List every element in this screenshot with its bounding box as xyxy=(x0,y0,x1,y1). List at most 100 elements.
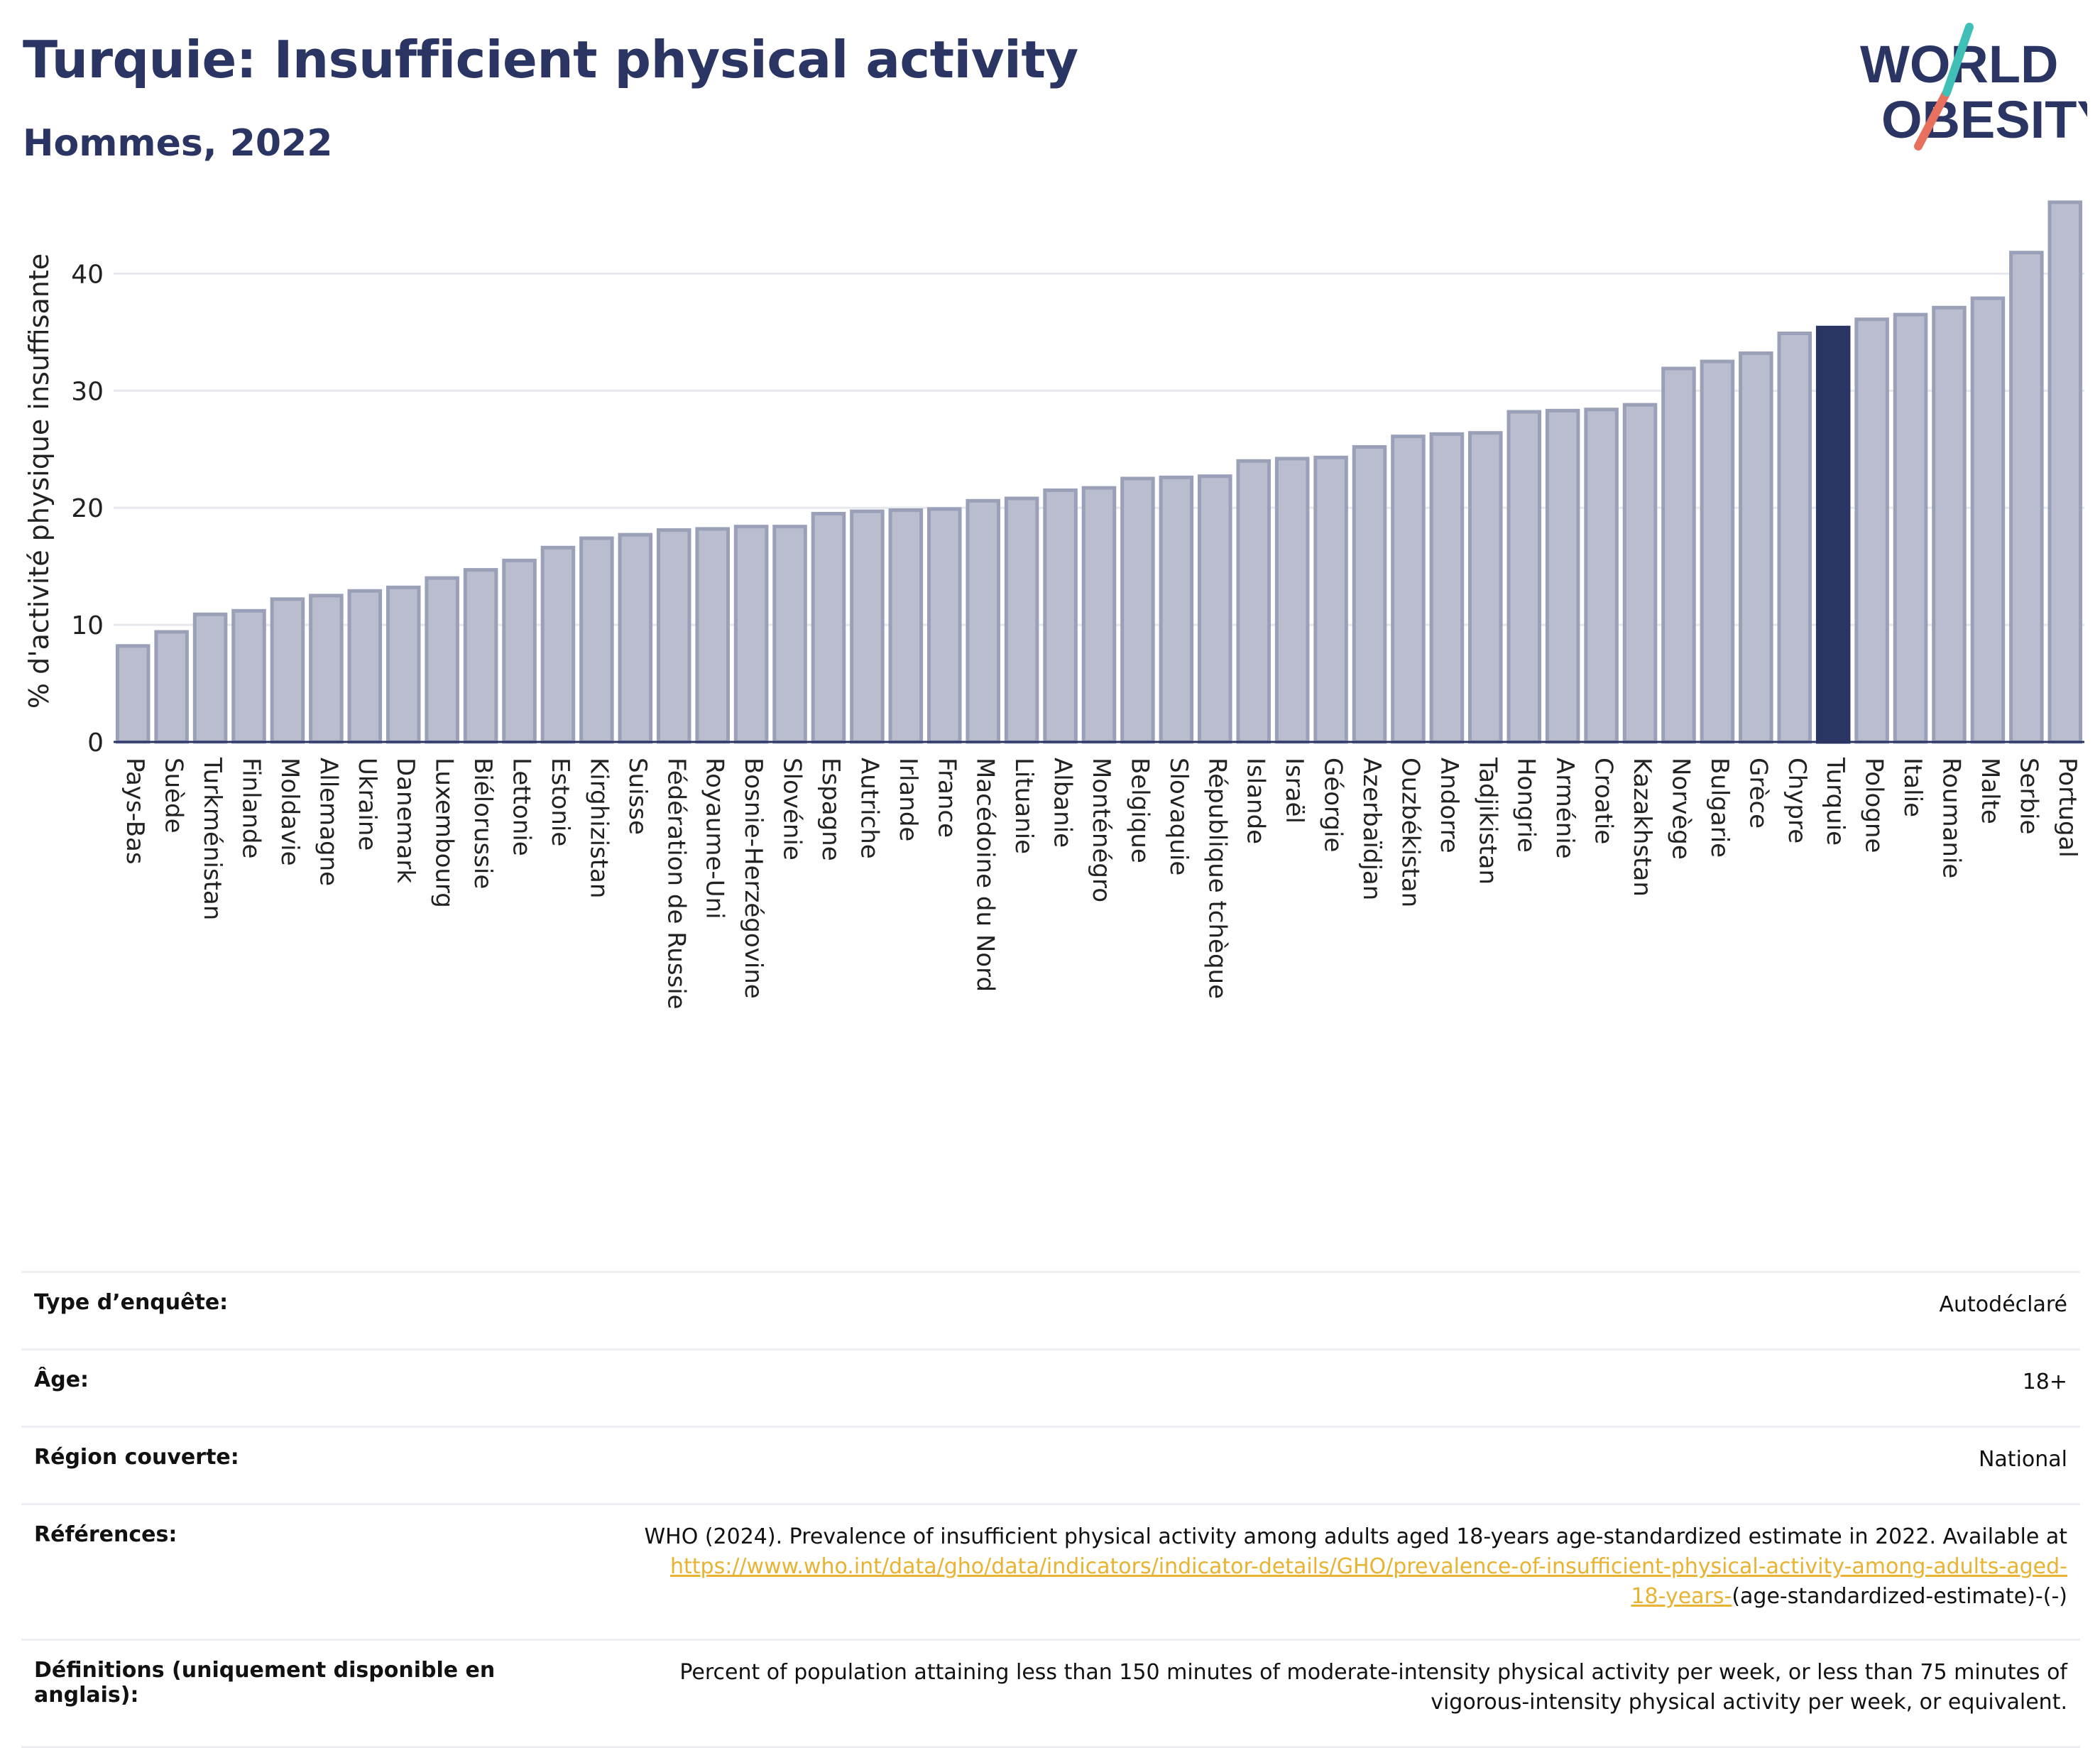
x-tick-label: Suisse xyxy=(623,758,652,835)
x-tick-label: Slovénie xyxy=(778,758,806,861)
bar xyxy=(1661,366,1696,744)
x-tick-label: Fédération de Russie xyxy=(662,758,690,1010)
bar-highlight xyxy=(1815,325,1851,744)
y-axis-ticks: 0 10 20 30 40 xyxy=(71,260,104,758)
x-tick-label: Belgique xyxy=(1125,758,1154,863)
x-tick-label: Islande xyxy=(1242,758,1270,844)
x-tick-label: Albanie xyxy=(1049,758,1077,848)
x-tick-label: Espagne xyxy=(816,758,845,861)
x-tick-label: France xyxy=(932,758,961,838)
x-tick-label: Autriche xyxy=(855,758,883,859)
bar xyxy=(1854,317,1889,744)
x-tick-label: Finlande xyxy=(237,758,266,858)
x-tick-label: Macédoine du Nord xyxy=(971,758,1000,992)
bar xyxy=(1236,459,1271,744)
bar xyxy=(309,594,344,744)
x-tick-label: Lettonie xyxy=(508,758,536,856)
y-tick-label: 10 xyxy=(71,611,104,640)
bar xyxy=(1352,444,1387,744)
references-text: WHO (2024). Prevalence of insufficient p… xyxy=(644,1524,2067,1549)
x-tick-label: Ouzbékistan xyxy=(1396,758,1424,907)
bar xyxy=(1391,435,1426,744)
bar xyxy=(1159,475,1194,744)
bar xyxy=(425,576,459,744)
bar xyxy=(540,545,576,744)
x-tick-label: Monténégro xyxy=(1087,758,1115,902)
bar xyxy=(695,527,730,744)
bar xyxy=(192,612,228,744)
x-tick-label: Azerbaïdjan xyxy=(1357,758,1386,900)
x-tick-label: Kazakhstan xyxy=(1628,758,1656,897)
bar xyxy=(1468,431,1503,744)
bar xyxy=(772,525,807,744)
x-tick-label: Allemagne xyxy=(314,758,342,886)
x-tick-label: Grèce xyxy=(1744,758,1772,829)
bar xyxy=(231,608,266,744)
references-suffix: (age-standardized-estimate)-(-) xyxy=(1732,1584,2067,1609)
x-tick-label: Portugal xyxy=(2053,758,2082,858)
bar xyxy=(850,509,885,744)
meta-value: WHO (2024). Prevalence of insufficient p… xyxy=(531,1503,2080,1640)
bar xyxy=(1313,455,1348,744)
references-link-cont[interactable]: 18-years- xyxy=(1631,1584,1732,1609)
y-tick-label: 40 xyxy=(71,260,104,289)
y-axis-label: % d'activité physique insuffisante xyxy=(23,253,55,709)
x-tick-label: Royaume-Uni xyxy=(701,758,729,919)
bar xyxy=(1739,351,1773,744)
bar xyxy=(579,536,614,744)
x-tick-label: Lituanie xyxy=(1010,758,1038,854)
bar xyxy=(1777,332,1812,744)
x-tick-label: Slovaquie xyxy=(1164,758,1193,875)
x-tick-label: Serbie xyxy=(2014,758,2042,834)
bar xyxy=(1622,403,1658,744)
bar xyxy=(656,528,691,744)
metadata-table: Type d’enquête: Autodéclaré Âge: 18+ Rég… xyxy=(21,1271,2080,1748)
x-tick-label: Estonie xyxy=(546,758,574,846)
bar-chart: 0 10 20 30 40 Pays-Bas Suède Turkménistan Finla… xyxy=(23,200,2084,1010)
bar xyxy=(733,525,769,744)
bar xyxy=(115,644,151,744)
x-tick-label: Luxembourg xyxy=(430,758,459,908)
x-tick-label: Suède xyxy=(160,758,188,834)
meta-value: 18+ xyxy=(531,1348,2080,1427)
x-tick-label: Arménie xyxy=(1551,758,1579,859)
definitions-line1: Percent of population attaining less tha… xyxy=(679,1660,2067,1685)
bar xyxy=(1081,486,1117,744)
meta-label: Définitions (uniquement disponible en an… xyxy=(21,1639,531,1748)
x-tick-label: Géorgie xyxy=(1319,758,1347,852)
meta-label: Région couverte: xyxy=(21,1426,531,1504)
bar xyxy=(154,630,189,744)
x-tick-label: Andorre xyxy=(1435,758,1463,853)
meta-label: Âge: xyxy=(21,1348,531,1427)
bar xyxy=(811,511,846,744)
x-tick-label: Turkménistan xyxy=(198,757,226,920)
bar xyxy=(927,507,962,744)
x-tick-label: Norvège xyxy=(1666,758,1695,860)
bar xyxy=(618,532,653,744)
meta-row-region: Région couverte: National xyxy=(21,1426,2080,1504)
x-tick-label: Tadjikistan xyxy=(1473,757,1502,885)
x-tick-label: Biélorussie xyxy=(469,758,497,889)
bar xyxy=(1198,474,1232,744)
x-axis-labels: Pays-Bas Suède Turkménistan Finlande Moldavi… xyxy=(121,757,2082,1010)
logo-line2: OBESITY xyxy=(1881,90,2087,149)
references-link[interactable]: https://www.who.int/data/gho/data/indica… xyxy=(670,1554,2067,1579)
x-tick-label: Irlande xyxy=(894,758,922,841)
definitions-line2: vigorous-intensity physical activity per… xyxy=(1431,1690,2067,1715)
bars xyxy=(115,200,2083,744)
bar xyxy=(1545,408,1580,744)
bar xyxy=(1700,359,1735,744)
meta-row-survey-type: Type d’enquête: Autodéclaré xyxy=(21,1271,2080,1350)
bar xyxy=(1584,408,1619,744)
bar xyxy=(1274,457,1310,744)
world-obesity-logo: WORLD OBESITY xyxy=(1860,23,2087,151)
bar xyxy=(1429,432,1465,744)
bar xyxy=(888,508,924,744)
bar xyxy=(1506,410,1542,744)
x-tick-label: Italie xyxy=(1898,758,1927,817)
bar xyxy=(1004,496,1039,744)
x-tick-label: Roumanie xyxy=(1937,758,1965,878)
x-tick-label: Israël xyxy=(1280,758,1308,824)
x-tick-label: Malte xyxy=(1976,758,2004,824)
meta-value: National xyxy=(531,1426,2080,1504)
